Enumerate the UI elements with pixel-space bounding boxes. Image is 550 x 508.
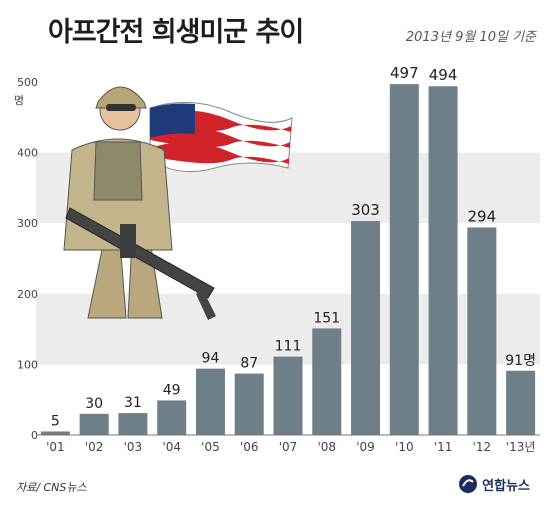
y-tick-label: 100 xyxy=(17,358,38,371)
chart-title: 아프간전 희생미군 추이 xyxy=(48,17,304,48)
bar xyxy=(273,356,303,435)
brand: 연합뉴스 xyxy=(458,474,530,494)
bars xyxy=(40,84,536,436)
brand-name: 연합뉴스 xyxy=(482,478,530,494)
data-label: 87 xyxy=(240,356,258,372)
bar xyxy=(389,84,419,436)
soldier-illustration xyxy=(63,86,293,320)
y-unit-label: 명 xyxy=(14,94,24,107)
data-label: 31 xyxy=(124,395,142,411)
data-label: 497 xyxy=(390,64,419,82)
data-label: 30 xyxy=(85,396,103,412)
x-tick-label: '07 xyxy=(279,440,298,454)
x-tick-label: '02 xyxy=(85,440,104,454)
x-tick-label: '13년 xyxy=(506,440,536,454)
y-tick-label: 0 xyxy=(31,429,38,442)
y-axis-ticks: 0 100 200 300 400 500 xyxy=(17,76,38,442)
data-label: 5 xyxy=(51,413,60,429)
y-tick-label: 500 xyxy=(17,76,38,89)
bar xyxy=(234,373,264,435)
data-label: 151 xyxy=(313,310,340,326)
data-label: 94 xyxy=(202,351,220,367)
us-flag-icon xyxy=(149,101,293,173)
x-tick-label: '12 xyxy=(473,440,492,454)
bar xyxy=(79,413,109,435)
x-tick-label: '08 xyxy=(317,440,336,454)
x-tick-label: '04 xyxy=(162,440,181,454)
y-tick-label: 300 xyxy=(17,217,38,230)
bar xyxy=(195,368,225,435)
x-tick-label: '03 xyxy=(124,440,143,454)
x-axis-ticks: '01 '02 '03 '04 '05 '06 '07 '08 '09 '10 '11 '12 '13년 xyxy=(46,440,535,454)
x-tick-label: '11 xyxy=(434,440,453,454)
x-tick-label: '05 xyxy=(201,440,220,454)
y-tick-label: 200 xyxy=(17,288,38,301)
data-label: 294 xyxy=(468,207,497,225)
bar xyxy=(428,86,458,436)
data-label: 91명 xyxy=(505,353,536,369)
date-note: 2013년 9월 10일 기준 xyxy=(405,30,536,45)
x-tick-label: '01 xyxy=(46,440,65,454)
bar xyxy=(118,413,148,435)
data-label: 303 xyxy=(351,201,380,219)
source-note: 자료/ CNS뉴스 xyxy=(16,481,87,494)
bar xyxy=(40,431,70,435)
x-tick-label: '06 xyxy=(240,440,259,454)
x-tick-label: '09 xyxy=(356,440,375,454)
soldier-icon xyxy=(63,86,216,320)
bar xyxy=(351,221,381,435)
data-label: 49 xyxy=(163,382,181,398)
yonhap-logo-icon xyxy=(459,475,478,493)
bar xyxy=(157,400,187,435)
bar xyxy=(312,328,342,435)
bar xyxy=(467,227,497,435)
x-tick-label: '10 xyxy=(395,440,414,454)
data-labels: 5 30 31 49 94 87 111 151 303 497 494 294 91명 xyxy=(51,64,536,429)
data-label: 111 xyxy=(275,339,302,355)
data-label: 494 xyxy=(429,66,458,84)
bar xyxy=(506,370,536,435)
y-tick-label: 400 xyxy=(17,147,38,160)
bar-chart: 0 100 200 300 400 500 명 5 30 31 49 94 87 111 151 303 4… xyxy=(14,64,540,454)
